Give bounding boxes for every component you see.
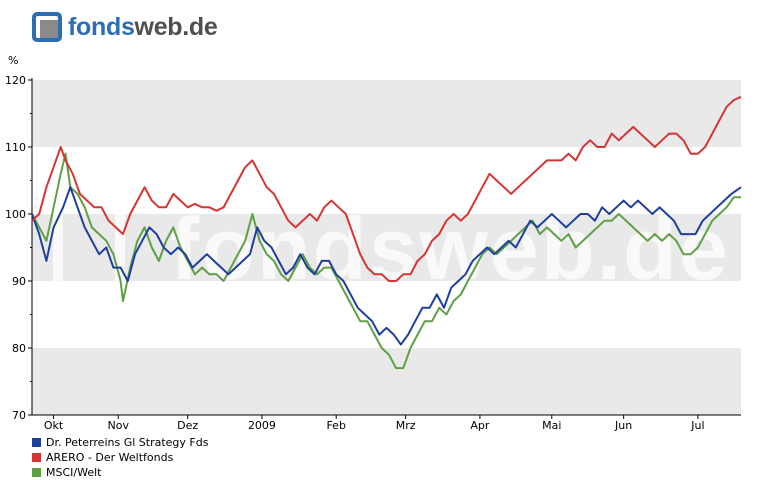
series-line-2 — [31, 95, 742, 282]
legend-swatch — [32, 438, 41, 447]
legend-item: MSCI/Welt — [32, 465, 208, 480]
y-tick-label: 70 — [12, 409, 26, 422]
chart-legend: Dr. Peterreins Gl Strategy Fds ARERO - De… — [32, 435, 208, 480]
logo-icon — [32, 12, 62, 42]
logo-text-part2: web.de — [134, 12, 218, 41]
x-tick-label: Jul — [690, 419, 704, 432]
legend-swatch — [32, 468, 41, 477]
legend-label: ARERO - Der Weltfonds — [46, 451, 174, 464]
x-tick-label: Apr — [470, 419, 490, 432]
x-tick-label: Mrz — [396, 419, 416, 432]
axis-labels: % 70 80 90 100 110 120 Okt Nov Dez 2009 Feb Mrz Apr Ma… — [5, 54, 705, 432]
y-tick-label: 90 — [12, 275, 26, 288]
watermark-text: fondsweb.de — [170, 199, 730, 298]
legend-item: ARERO - Der Weltfonds — [32, 450, 208, 465]
x-tick-label: Feb — [326, 419, 345, 432]
series-layer — [31, 95, 742, 370]
performance-chart: fondsweb.de % 70 80 90 100 110 120 Okt Nov Dez 200… — [5, 54, 742, 432]
y-tick-label: 120 — [5, 74, 26, 87]
logo-text-part1: fonds — [68, 12, 135, 41]
x-tick-label: 2009 — [248, 419, 276, 432]
legend-swatch — [32, 453, 41, 462]
x-tick-label: Dez — [177, 419, 198, 432]
x-tick-label: Jun — [614, 419, 632, 432]
series-line-1 — [31, 186, 742, 346]
logo-text: fondsweb.de — [68, 13, 218, 42]
y-axis-label: % — [8, 54, 18, 67]
y-tick-label: 80 — [12, 342, 26, 355]
series-line-3 — [31, 152, 741, 370]
x-tick-label: Okt — [44, 419, 64, 432]
y-tick-label: 100 — [5, 208, 26, 221]
legend-label: MSCI/Welt — [46, 466, 102, 479]
y-tick-label: 110 — [5, 141, 26, 154]
x-tick-label: Nov — [107, 419, 129, 432]
legend-label: Dr. Peterreins Gl Strategy Fds — [46, 436, 209, 449]
legend-item: Dr. Peterreins Gl Strategy Fds — [32, 435, 208, 450]
chart-axes — [28, 78, 741, 419]
fondsweb-logo: fondsweb.de — [32, 10, 218, 44]
x-tick-label: Mai — [542, 419, 561, 432]
grid-band — [32, 214, 741, 281]
grid-band — [32, 80, 741, 147]
grid-band — [32, 348, 741, 415]
